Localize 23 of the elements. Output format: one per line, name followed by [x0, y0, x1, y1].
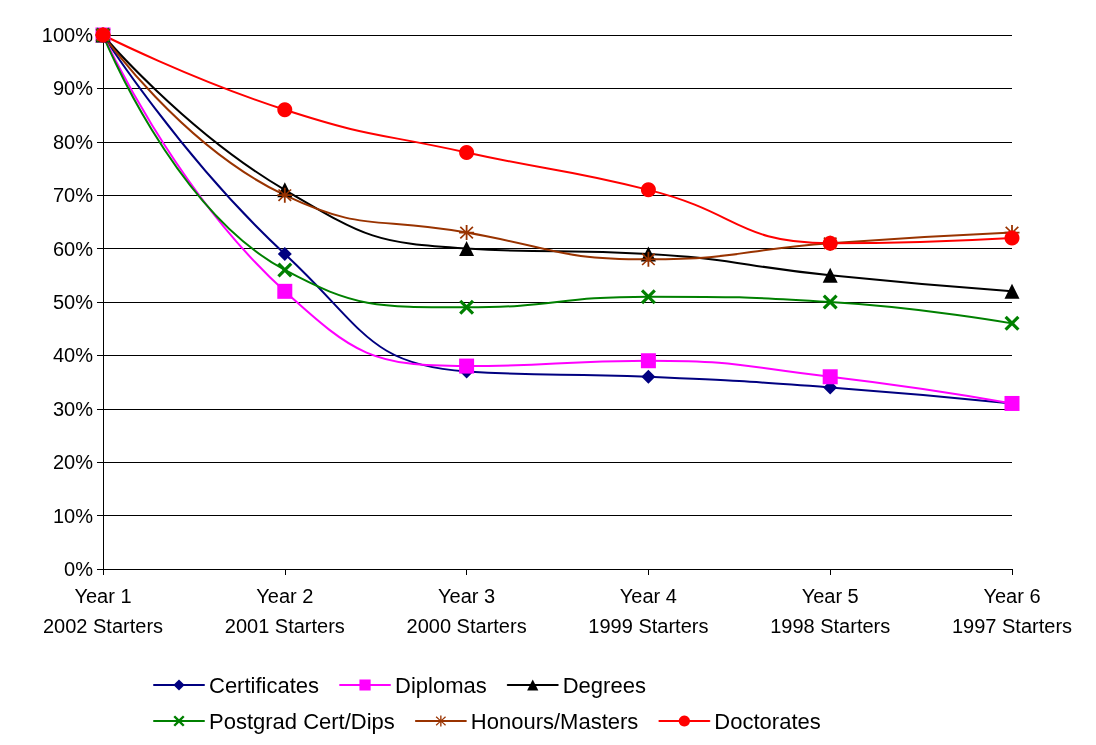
y-tick-label: 10%	[52, 504, 94, 527]
legend-label: Doctorates	[714, 708, 821, 734]
legend-label: Postgrad Cert/Dips	[209, 708, 395, 734]
y-tick-label: 20%	[52, 451, 94, 474]
x-tick-label: Year 1 2002 Starters	[42, 585, 164, 637]
legend-label: Degrees	[562, 672, 646, 698]
y-tick-label: 100%	[41, 24, 94, 46]
y-tick-label: 90%	[52, 77, 94, 100]
x-tick-label: Year 3 2000 Starters	[406, 585, 527, 637]
x-tick-label: Year 2 2001 Starters	[224, 585, 345, 637]
legend-label: Honours/Masters	[470, 708, 639, 734]
legend-label: Diplomas	[395, 672, 487, 698]
y-tick-label: 60%	[52, 237, 94, 260]
y-tick-label: 40%	[52, 344, 94, 367]
y-tick-label: 80%	[52, 130, 94, 153]
y-tick-label: 70%	[52, 184, 94, 207]
legend-label: Certificates	[209, 672, 320, 698]
y-tick-label: 0%	[64, 558, 94, 580]
x-tick-label: Year 5 1998 Starters	[770, 585, 891, 637]
x-tick-label: Year 6 1997 Starters	[951, 585, 1073, 637]
y-tick-label: 50%	[52, 291, 94, 313]
y-tick-label: 30%	[52, 397, 94, 420]
x-tick-label: Year 4 1999 Starters	[588, 585, 709, 637]
